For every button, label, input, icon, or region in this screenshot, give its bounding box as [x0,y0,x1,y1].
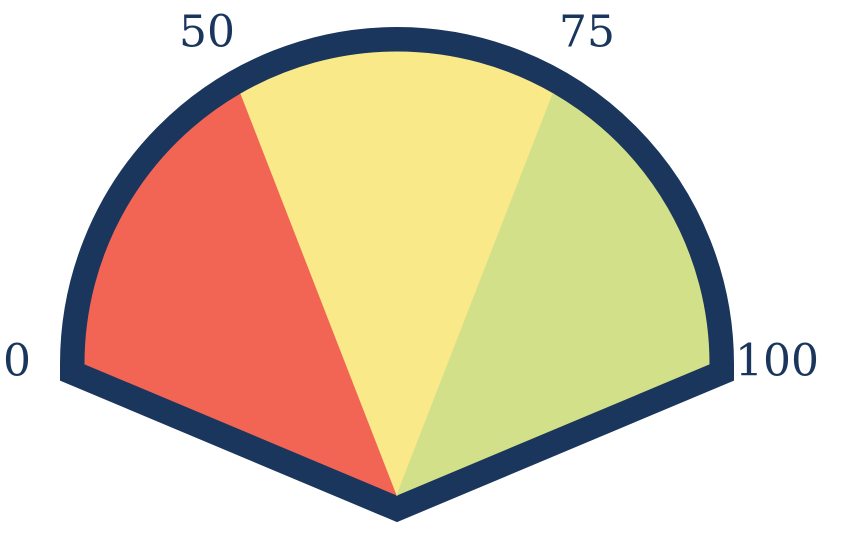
tick-label: 100 [735,336,819,387]
tick-label: 75 [559,6,615,57]
gauge-band [240,51,554,497]
gauge-band [84,93,398,496]
tick-label: 0 [3,336,31,387]
tick-label: 50 [179,6,235,57]
gauge-band [396,93,710,496]
